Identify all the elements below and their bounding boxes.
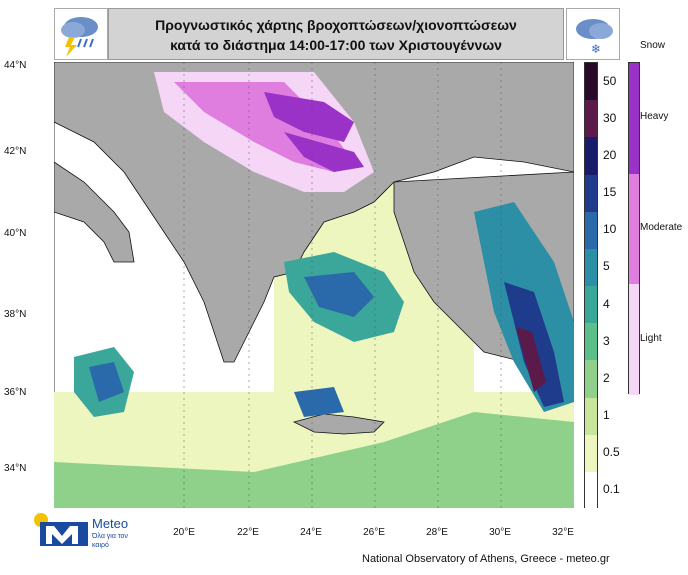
lon-label-30: 30°E [489,527,511,538]
rain-colorbar-label: 50 [603,73,617,88]
meteo-logo [32,512,90,548]
snow-heavy-area [264,92,354,142]
snow-icon-box: ❄ [566,8,620,60]
rain-colorbar-label: 20 [603,147,617,162]
meteo-logo-text: Meteo [92,516,129,531]
snow-colorbar [628,62,640,396]
rain-colorbar-label: 5 [603,259,610,274]
snow-colorbar-label: Light [640,332,662,344]
lat-label-34: 34°N [4,463,27,474]
rain-colorbar-segment [585,174,597,213]
rain-colorbar-label: 15 [603,185,617,200]
rain-colorbar-segment [585,248,597,287]
snow-heavy-area-2 [284,132,364,172]
rain-colorbar-segment [585,323,597,361]
rain-colorbar-segment [585,63,597,101]
crete-land [292,413,385,435]
lat-label-42: 42°N [4,146,27,157]
rain-colorbar-segment [585,286,597,324]
rain-band-east-max [516,327,546,392]
rain-colorbar-label: 1 [603,408,610,423]
precipitation-map [54,62,574,508]
rain-colorbar-segment [585,471,597,510]
rain-colorbar-label: 0.5 [603,445,620,460]
footer-credit: National Observatory of Athens, Greece -… [362,553,610,565]
snow-colorbar-segment [629,63,639,175]
meteo-logo-icon [34,513,88,546]
rain-cell-crete [294,387,344,417]
snow-colorbar-label: Heavy [640,111,669,123]
lon-label-20: 20°E [173,527,195,538]
rain-colorbar-segment [585,434,597,473]
lon-label-26: 26°E [363,527,385,538]
lon-label-24: 24°E [300,527,322,538]
rain-thunder-cloud-icon [61,17,98,57]
lat-label-38: 38°N [4,309,27,320]
title-line-2: κατά το διάστημα 14:00-17:00 των Χριστου… [170,37,502,53]
italy-land [54,161,135,263]
rain-colorbar [584,62,598,510]
snow-cloud-icon: ❄ [576,19,613,56]
map-grid [183,62,502,508]
title-box: Προγνωστικός χάρτης βροχοπτώσεων/χιονοπτ… [108,8,564,60]
meteo-tagline: Όλα για τον καιρό [92,533,128,549]
lon-label-22: 22°E [237,527,259,538]
lat-label-36: 36°N [4,387,27,398]
rain-icon-box [54,8,108,60]
lat-label-44: 44°N [4,60,27,71]
rain-band-aegean-core [304,272,374,317]
title-line-1: Προγνωστικός χάρτης βροχοπτώσεων/χιονοπτ… [155,17,517,33]
svg-text:❄: ❄ [591,42,601,56]
rain-colorbar-segment [585,211,597,250]
lon-label-28: 28°E [426,527,448,538]
rain-colorbar-label: 4 [603,296,610,311]
balkans-land [54,62,574,363]
rain-colorbar-segment [585,137,597,175]
rain-colorbar-label: 0.1 [603,482,620,497]
rain-colorbar-segment [585,100,597,138]
rain-colorbar-label: 30 [603,110,617,125]
lon-label-32: 32°E [552,527,574,538]
snow-colorbar-label: Moderate [640,222,683,233]
lat-label-40: 40°N [4,228,27,239]
snow-legend-title: Snow [640,40,666,51]
rain-colorbar-label: 10 [603,222,617,237]
rain-colorbar-segment [585,360,597,398]
rain-colorbar-segment [585,397,597,436]
snow-colorbar-segment [629,284,639,396]
rain-colorbar-label: 3 [603,333,610,348]
snow-colorbar-segment [629,173,639,285]
rain-cell-west-core [89,362,124,402]
rain-colorbar-label: 2 [603,370,610,385]
